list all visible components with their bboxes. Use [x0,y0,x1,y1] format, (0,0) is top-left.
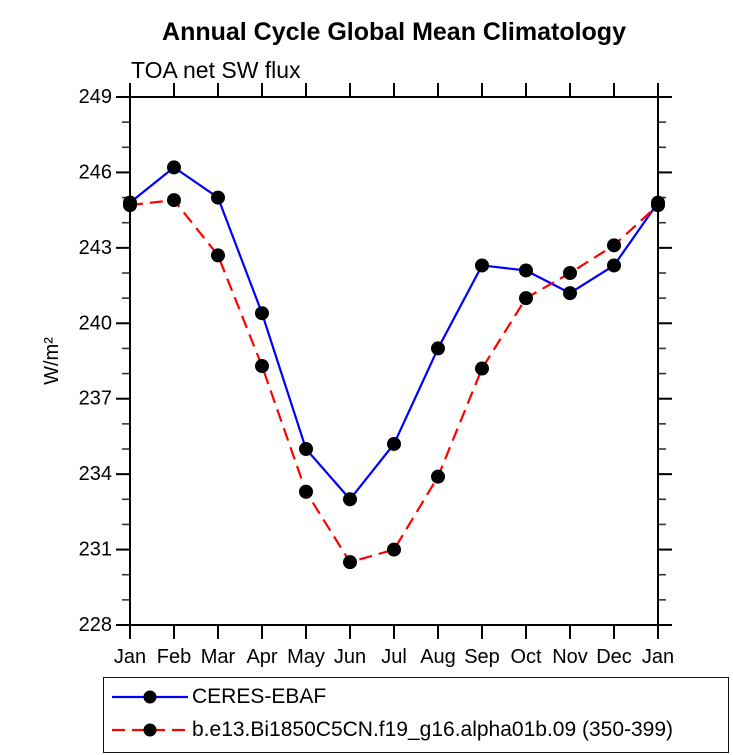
data-point [519,263,533,278]
y-minor-ticks [122,121,666,601]
y-axis-title: W/m² [41,337,63,385]
y-tick-labels: 228 231 234 237 240 243 246 249 [79,86,112,636]
x-tick-label: Jan [114,646,146,668]
data-point [255,359,269,374]
data-point [211,190,225,205]
data-point [299,484,313,499]
y-tick-label: 246 [79,161,112,183]
data-point [343,492,357,507]
legend-marker-dot [143,690,157,704]
data-point [563,286,577,301]
data-point [607,238,621,253]
x-tick-label: May [287,646,325,668]
data-points [123,160,665,570]
legend-line-sample [112,690,188,704]
data-point [563,266,577,280]
series-line-1 [129,198,659,564]
x-tick-label: Aug [420,646,456,668]
data-point [519,291,533,306]
axis-box [129,96,659,626]
data-point [255,306,269,321]
x-ticks [129,83,659,639]
data-point [211,248,225,263]
data-point [387,436,401,451]
legend-row-0: CERES-EBAF [110,682,326,712]
y-tick-label: 237 [79,388,112,410]
y-major-ticks [116,96,672,626]
y-tick-label: 243 [79,237,112,259]
x-tick-label: Jan [642,646,674,668]
x-tick-label: Dec [596,646,632,668]
chart-title: Annual Cycle Global Mean Climatology [162,18,626,46]
y-tick-label: 249 [79,86,112,108]
x-tick-label: Jun [334,646,366,668]
x-tick-label: Sep [464,646,500,668]
x-tick-label: Oct [510,646,542,668]
data-point [387,542,401,557]
legend-row-1: b.e13.Bi1850C5CN.f19_g16.alpha01b.09 (35… [110,715,673,745]
x-tick-label: Mar [201,646,236,668]
data-point [299,442,313,456]
legend-series-label: CERES-EBAF [192,685,327,708]
y-tick-label: 228 [79,614,112,636]
legend-marker-dot [143,723,157,737]
y-tick-label: 240 [79,312,112,334]
data-point [167,160,181,175]
data-point [431,469,445,484]
y-tick-label: 231 [79,539,112,561]
legend: CERES-EBAF b.e13.Bi1850C5CN.f19_g16.alpha… [103,677,729,753]
data-point [475,258,489,273]
x-tick-label: Nov [552,646,588,668]
data-point [475,361,489,376]
legend-line-sample [112,723,188,737]
data-point [343,555,357,570]
x-tick-label: Apr [246,646,277,668]
data-point [607,258,621,273]
data-point [651,198,665,213]
series-lines [129,166,659,564]
legend-series-label: b.e13.Bi1850C5CN.f19_g16.alpha01b.09 (35… [192,718,674,741]
data-point [167,193,181,208]
chart-subtitle: TOA net SW flux [131,57,301,83]
y-tick-label: 234 [79,463,112,485]
data-point [431,341,445,356]
x-tick-label: Jul [381,646,407,668]
x-tick-label: Feb [157,646,191,668]
month-labels: Jan Feb Mar Apr May Jun Jul Aug Sep Oct Nov Dec Jan [114,646,674,668]
data-point [123,198,137,213]
